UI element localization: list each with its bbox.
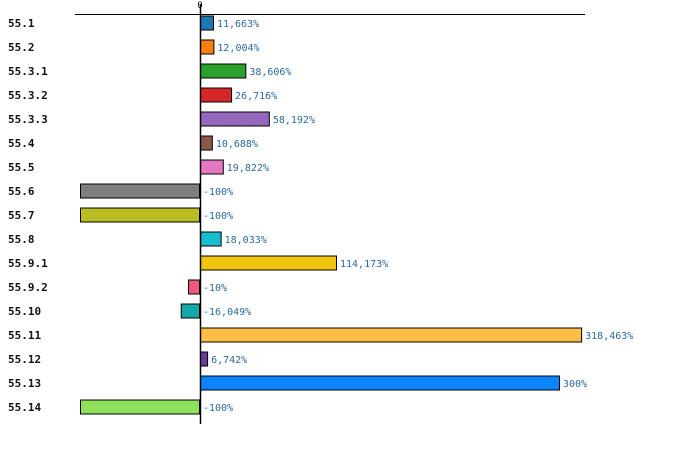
bar-55.5	[200, 159, 224, 175]
bar-55.3.3	[200, 111, 270, 127]
category-label-55.6: 55.6	[8, 185, 35, 198]
value-label-55.2: 12,004%	[217, 43, 259, 54]
value-label-55.3.2: 26,716%	[235, 91, 277, 102]
bar-55.9.1	[200, 255, 338, 271]
category-label-55.9.1: 55.9.1	[8, 257, 48, 270]
bars-group	[80, 15, 583, 415]
bar-55.2	[200, 39, 215, 55]
bar-55.3.2	[200, 87, 233, 103]
category-label-55.7: 55.7	[8, 209, 35, 222]
value-label-55.8: 18,033%	[225, 235, 267, 246]
value-label-55.3.3: 58,192%	[273, 115, 315, 126]
value-label-55.7: -100%	[203, 211, 233, 222]
value-label-55.12: 6,742%	[211, 355, 247, 366]
category-label-55.3.2: 55.3.2	[8, 89, 48, 102]
bar-55.1	[200, 15, 214, 31]
category-label-55.12: 55.12	[8, 353, 41, 366]
category-label-55.4: 55.4	[8, 137, 35, 150]
value-label-55.4: 10,688%	[216, 139, 258, 150]
bar-55.12	[200, 351, 209, 367]
category-label-55.2: 55.2	[8, 41, 35, 54]
bar-55.9.2	[188, 279, 200, 295]
category-label-55.13: 55.13	[8, 377, 41, 390]
bar-55.11	[200, 327, 583, 343]
value-label-55.9.2: -10%	[203, 283, 227, 294]
x-tick-label-0: 0	[197, 1, 202, 11]
value-label-55.9.1: 114,173%	[340, 259, 388, 270]
bar-55.14	[80, 399, 200, 415]
bar-55.8	[200, 231, 222, 247]
value-label-55.13: 300%	[563, 379, 587, 390]
category-label-55.1: 55.1	[8, 17, 35, 30]
value-label-55.1: 11,663%	[217, 19, 259, 30]
value-label-55.6: -100%	[203, 187, 233, 198]
bar-55.13	[200, 375, 560, 391]
category-label-55.3.3: 55.3.3	[8, 113, 48, 126]
category-label-55.10: 55.10	[8, 305, 41, 318]
value-label-55.11: 318,463%	[585, 331, 633, 342]
category-label-55.5: 55.5	[8, 161, 35, 174]
value-label-55.10: -16,049%	[203, 307, 251, 318]
value-label-55.14: -100%	[203, 403, 233, 414]
bar-55.3.1	[200, 63, 247, 79]
category-label-55.8: 55.8	[8, 233, 35, 246]
bar-55.7	[80, 207, 200, 223]
category-label-55.9.2: 55.9.2	[8, 281, 48, 294]
bar-55.6	[80, 183, 200, 199]
labels-group: 55.1 11,663% 55.2 12,004% 55.3.1 38,606% 55.3.…	[8, 17, 633, 414]
category-label-55.3.1: 55.3.1	[8, 65, 48, 78]
bar-55.10	[180, 303, 200, 319]
value-label-55.3.1: 38,606%	[249, 67, 291, 78]
category-label-55.11: 55.11	[8, 329, 41, 342]
category-label-55.14: 55.14	[8, 401, 41, 414]
bar-55.4	[200, 135, 213, 151]
value-label-55.5: 19,822%	[227, 163, 269, 174]
